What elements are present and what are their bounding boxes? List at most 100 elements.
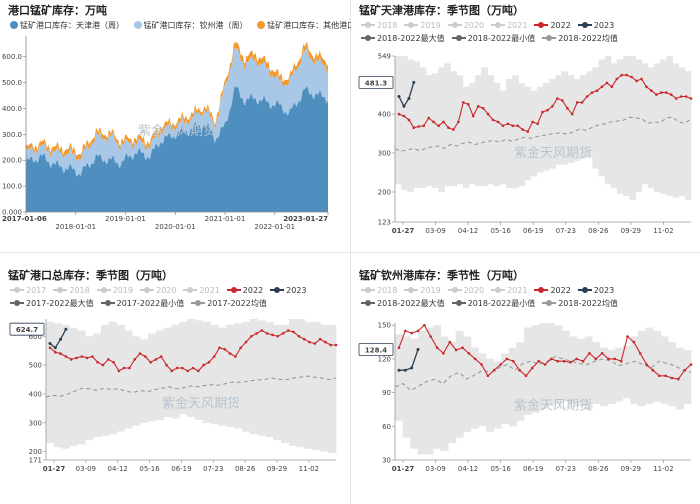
series-2022-point: [588, 352, 591, 355]
range-band-bar: [320, 324, 329, 452]
range-band-bar: [678, 67, 686, 196]
series-2022-point: [640, 77, 643, 81]
range-band-bar: [249, 319, 258, 435]
series-2022-point: [197, 369, 200, 373]
legend-item-5[interactable]: 2023: [577, 19, 614, 32]
series-2022-point: [546, 108, 549, 112]
legend-item-7[interactable]: 2018-2022最小值: [451, 297, 535, 310]
series-2022-point: [442, 120, 445, 124]
seasonal-line-chart: 30 60 90 120 150 01-27 03-09 04-12 05-16 06-19 07-…: [358, 322, 693, 473]
legend-item-9[interactable]: 2017-2022均值: [191, 297, 267, 310]
legend-item-other[interactable]: 锰矿港口库存：其他港口（周）: [257, 20, 379, 31]
range-band-bar: [46, 321, 55, 443]
range-band-bar: [289, 319, 298, 446]
series-2022-point: [595, 89, 599, 92]
x-tick-label: 2023-01-27: [283, 215, 328, 223]
legend-item-4[interactable]: 2022: [534, 284, 571, 297]
range-band-bar: [637, 330, 646, 407]
legend-item-3[interactable]: 2020: [140, 284, 176, 297]
x-tick-label: 08-26: [235, 465, 256, 473]
legend-item-6[interactable]: 2023: [270, 284, 307, 297]
legend-item-4[interactable]: 2021: [183, 284, 220, 297]
range-band-bar: [77, 330, 86, 445]
series-2022-point: [679, 95, 683, 98]
range-band-bar: [124, 330, 133, 429]
series-2022-point: [620, 73, 623, 77]
range-band-bar: [425, 327, 434, 455]
range-band-bar: [202, 321, 211, 423]
series-2022-point: [149, 361, 152, 364]
series-2022-point: [562, 359, 566, 363]
x-tick-label: 08-26: [588, 465, 609, 473]
chart-title: 锰矿钦州港库存：季节性（万吨）: [359, 269, 524, 282]
series-2022-point: [516, 124, 520, 128]
range-band-bar: [641, 63, 649, 185]
legend-item-0[interactable]: 2017: [10, 284, 46, 297]
last-value-label: 624.7: [16, 326, 38, 334]
series-2022-point: [550, 357, 553, 361]
x-tick-label: 04-12: [108, 465, 128, 473]
legend-marker: [226, 287, 241, 293]
range-band-bar: [171, 324, 180, 419]
series-2022-point: [334, 343, 338, 347]
legend-item-8[interactable]: 2018-2022均值: [542, 32, 618, 45]
series-2022-point: [473, 357, 477, 361]
legend-item-2[interactable]: 2020: [447, 19, 484, 32]
series-2022-point: [664, 374, 667, 378]
legend-item-3[interactable]: 2021: [491, 19, 527, 32]
range-band-bar: [493, 361, 502, 429]
x-tick-label: 06-19: [523, 465, 543, 473]
legend-item-7[interactable]: 2017-2022最大值: [10, 297, 94, 310]
legend-item-8[interactable]: 2018-2022均值: [542, 297, 618, 310]
series-2022-point: [64, 355, 68, 358]
legend-item-1[interactable]: 2019: [404, 19, 441, 32]
legend-item-3[interactable]: 2021: [491, 284, 527, 297]
series-2022-point: [566, 106, 569, 110]
series-2022-point: [600, 352, 604, 355]
legend-item-2[interactable]: 2019: [96, 284, 133, 297]
series-2022-point: [689, 97, 693, 100]
range-band-bar: [501, 353, 510, 424]
series-2022-point: [645, 363, 648, 366]
x-tick-label: 07-23: [556, 465, 576, 473]
legend-item-tianjin[interactable]: 锰矿港口库存：天津港（周）: [10, 20, 124, 31]
range-band-bar: [584, 336, 593, 410]
legend-item-qinzhou[interactable]: 锰矿港口库存：钦州港（周）: [133, 20, 248, 31]
series-2022-point: [170, 369, 174, 373]
series-2022-point: [454, 348, 458, 352]
range-band-bar: [604, 56, 612, 185]
series-2022-point: [655, 93, 658, 96]
legend-item-7[interactable]: 2018-2022最小值: [451, 32, 535, 45]
range-band-bar: [561, 71, 569, 165]
legend-item-5[interactable]: 2022: [226, 284, 263, 297]
range-band-bar: [469, 82, 476, 185]
series-2022-point: [471, 114, 475, 118]
range-band-bar: [304, 321, 313, 449]
series-2022-point: [255, 332, 258, 335]
legend-item-0[interactable]: 2018: [361, 284, 397, 297]
legend-item-8[interactable]: 2017-2022最小值: [100, 297, 185, 310]
legend-label: 2017-2022最小值: [116, 299, 185, 308]
range-band-bar: [462, 86, 470, 189]
series-2022-point: [580, 101, 584, 104]
series-2022-point: [496, 120, 500, 124]
legend-item-5[interactable]: 2023: [577, 284, 614, 297]
range-band-bar: [296, 319, 305, 448]
legend-item-1[interactable]: 2018: [53, 284, 90, 297]
series-2022-point: [600, 85, 604, 89]
legend-item-0[interactable]: 2018: [361, 19, 397, 32]
x-tick-label: 09-29: [267, 465, 287, 473]
y-tick-label: 171: [29, 457, 42, 465]
legend-item-6[interactable]: 2018-2022最大值: [361, 297, 445, 310]
series-2022-point: [432, 120, 435, 124]
legend-item-6[interactable]: 2018-2022最大值: [361, 32, 445, 45]
range-band-bar: [516, 342, 525, 421]
legend-item-2[interactable]: 2020: [447, 284, 484, 297]
range-band-bar: [448, 342, 457, 444]
range-band-bar: [512, 75, 519, 189]
legend-item-1[interactable]: 2019: [404, 284, 441, 297]
legend-marker: [491, 22, 506, 28]
range-band-bar: [438, 67, 445, 192]
legend-item-4[interactable]: 2022: [534, 19, 571, 32]
series-2022-point: [112, 361, 115, 364]
